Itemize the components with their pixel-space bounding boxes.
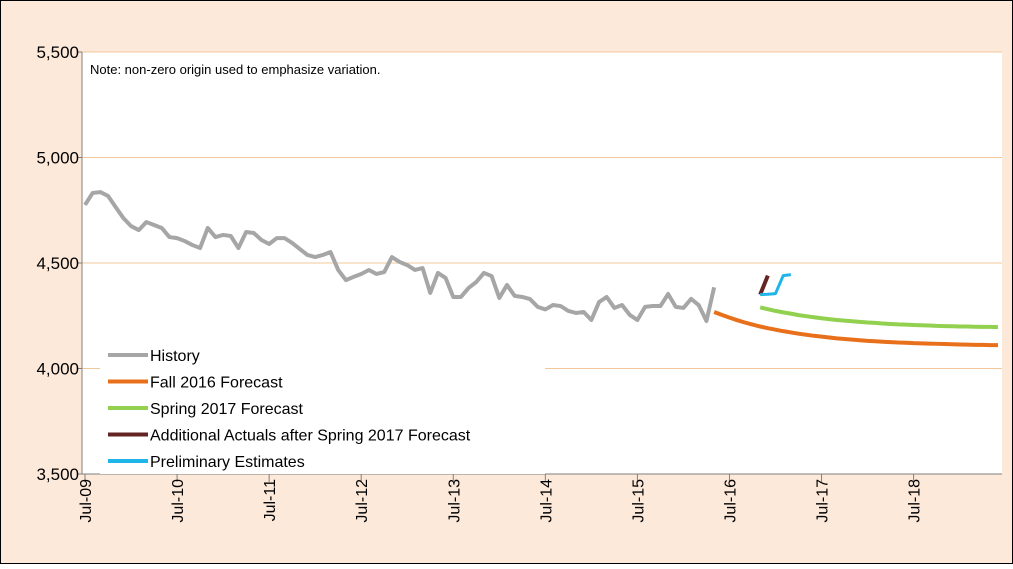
- x-tick-label: Jul-10: [170, 479, 187, 523]
- series-line: [758, 274, 770, 296]
- y-tick-label: 4,500: [36, 254, 79, 273]
- x-tick-label: Jul-11: [262, 479, 279, 521]
- x-tick-label: Jul-15: [630, 479, 647, 523]
- legend-label: Spring 2017 Forecast: [150, 401, 304, 418]
- x-tick-label: Jul-14: [538, 479, 555, 523]
- y-tick-label: 5,000: [36, 149, 79, 168]
- series-line: [83, 190, 717, 324]
- legend-label: History: [150, 348, 200, 365]
- x-tick-label: Jul-12: [354, 479, 371, 523]
- y-tick-label: 4,000: [36, 360, 79, 379]
- note: Note: non-zero origin used to emphasize …: [90, 62, 381, 77]
- legend-label: Fall 2016 Forecast: [150, 375, 283, 392]
- legend-label: Additional Actuals after Spring 2017 For…: [150, 428, 471, 445]
- x-tick-label: Jul-17: [815, 479, 832, 523]
- series-line: [713, 310, 998, 348]
- legend: History Fall 2016 Forecast Spring 2017 For…: [100, 344, 545, 474]
- y-tick-label: 5,500: [36, 43, 79, 62]
- legend-label: Preliminary Estimates: [150, 454, 305, 471]
- legend-box: [100, 344, 545, 474]
- x-tick-label: Jul-16: [722, 479, 739, 523]
- x-tick-label: Jul-13: [446, 479, 463, 523]
- x-tick-label: Jul-09: [78, 479, 95, 523]
- y-tick-label: 3,500: [36, 465, 79, 484]
- x-tick-label: Jul-18: [907, 479, 924, 523]
- series-line: [759, 305, 999, 330]
- series-line: [760, 273, 792, 297]
